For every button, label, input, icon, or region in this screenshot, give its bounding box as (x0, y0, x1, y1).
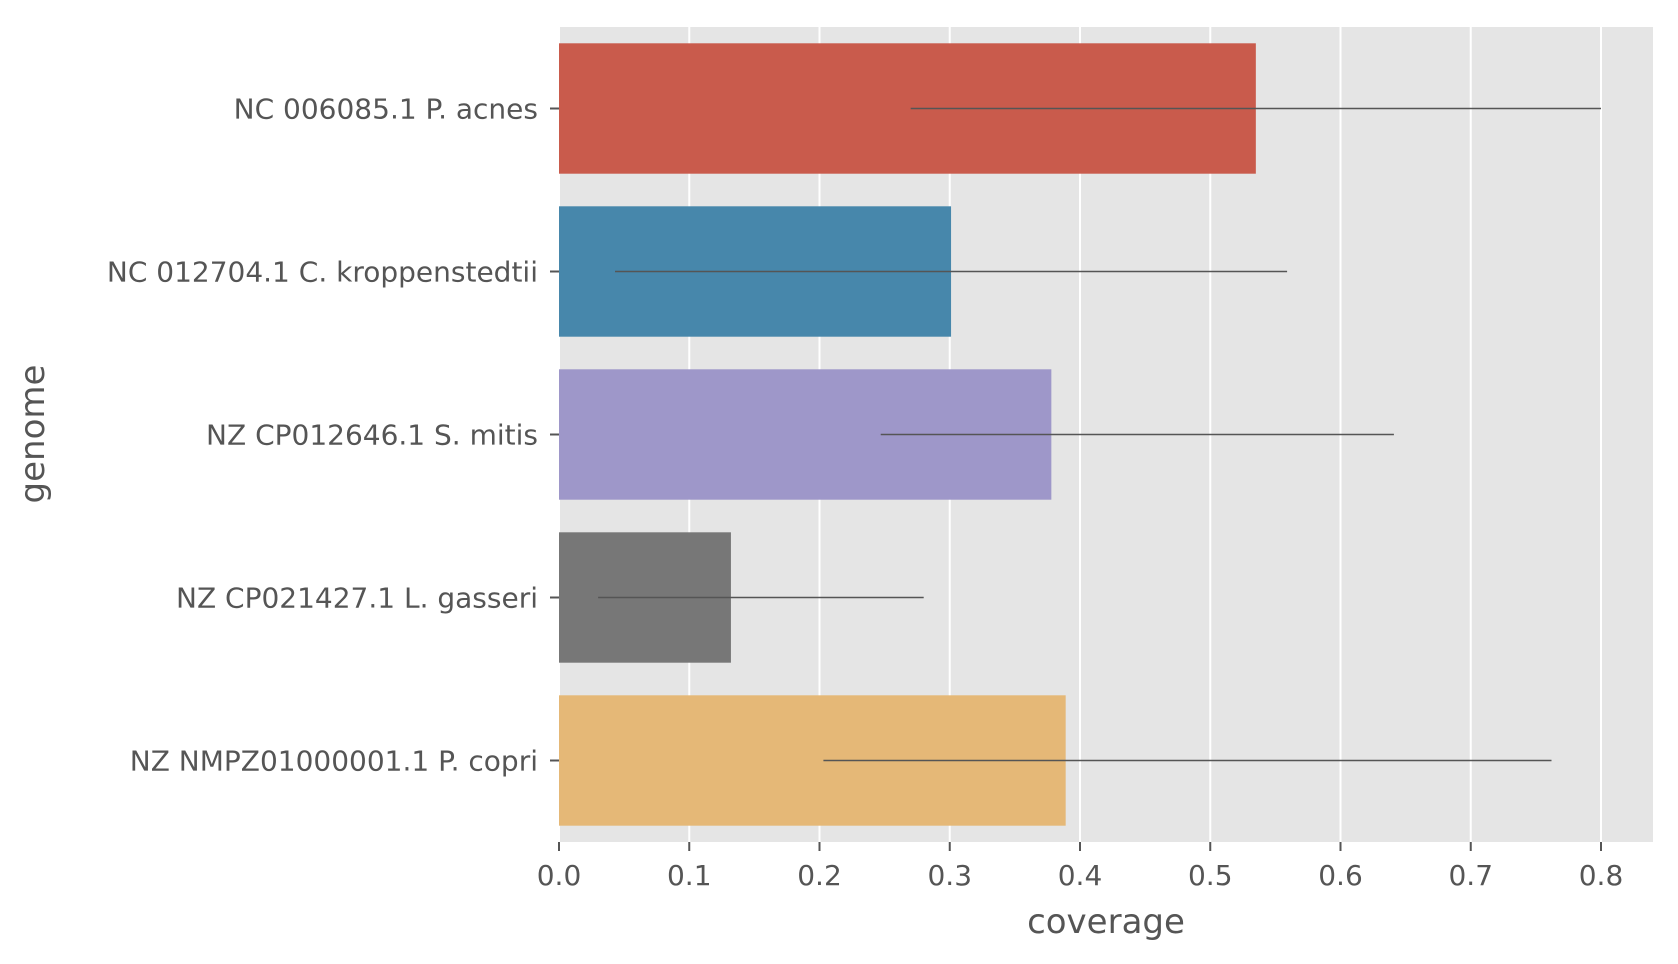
y-axis-label: genome (13, 365, 53, 504)
y-tick-label: NC 012704.1 C. kroppenstedtii (107, 256, 538, 289)
x-tick-label: 0.1 (667, 859, 712, 892)
y-tick-label: NZ CP012646.1 S. mitis (206, 419, 538, 452)
x-tick-label: 0.4 (1058, 859, 1103, 892)
x-tick-label: 0.7 (1448, 859, 1493, 892)
x-axis-ticks: 0.0 0.1 0.2 0.3 0.4 0.5 0.6 0.7 0.8 (537, 842, 1624, 892)
y-tick-label: NC 006085.1 P. acnes (234, 93, 538, 126)
error-bars (598, 107, 1601, 762)
x-tick-label: 0.3 (927, 859, 972, 892)
x-tick-label: 0.2 (797, 859, 842, 892)
y-tick-label: NZ NMPZ01000001.1 P. copri (130, 745, 538, 778)
x-tick-label: 0.6 (1318, 859, 1363, 892)
y-tick-label: NZ CP021427.1 L. gasseri (176, 582, 538, 615)
x-tick-label: 0.0 (537, 859, 582, 892)
x-axis-label: coverage (1027, 902, 1185, 942)
x-tick-label: 0.8 (1579, 859, 1624, 892)
y-axis-ticks: NC 006085.1 P. acnes NC 012704.1 C. kropp… (107, 93, 559, 778)
x-tick-label: 0.5 (1188, 859, 1233, 892)
